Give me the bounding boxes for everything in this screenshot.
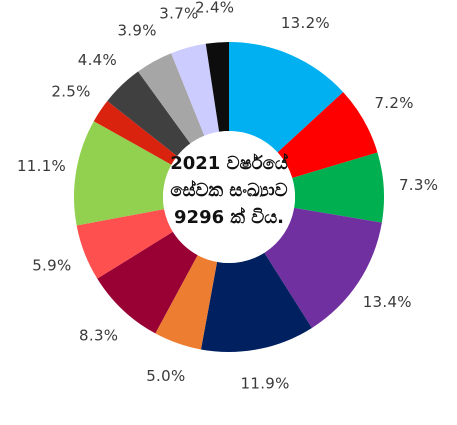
slice-percent-label: 4.4%: [78, 51, 117, 69]
donut-slice: [277, 92, 378, 179]
slice-percent-label: 11.1%: [17, 157, 66, 175]
donut-slice: [97, 231, 198, 334]
donut-slice: [229, 42, 344, 153]
slice-percent-label: 5.9%: [32, 257, 71, 275]
center-text-line-3: 9296 ක් විය.: [174, 206, 284, 228]
donut-slice: [74, 121, 172, 226]
donut-slice: [171, 43, 220, 136]
slice-percent-label: 7.3%: [399, 176, 438, 194]
slice-percent-label: 3.7%: [159, 5, 198, 23]
donut-slice: [292, 152, 384, 223]
slice-percent-label: 7.2%: [374, 94, 413, 112]
center-text-line-1: 2021 වර්ෂයේ: [170, 152, 288, 174]
center-text-line-2: සේවක සංඛ්‍යාව: [170, 179, 287, 201]
slice-percent-label: 13.4%: [363, 293, 412, 311]
slice-percent-label: 13.2%: [281, 14, 330, 32]
slice-percent-label: 2.4%: [195, 0, 234, 17]
donut-slice: [93, 101, 178, 165]
donut-slice: [76, 209, 173, 279]
slice-percent-label: 5.0%: [146, 367, 185, 385]
donut-slice: [138, 53, 205, 144]
donut-slice: [205, 42, 229, 132]
slice-percent-label: 2.5%: [51, 82, 90, 100]
donut-slice: [155, 255, 218, 350]
donut-slice: [200, 252, 312, 352]
donut-hole: [163, 131, 295, 263]
labels-group: 13.2% 7.2% 7.3% 13.4% 11.9% 5.0% 8.3% 5.9% 11.1%…: [17, 0, 438, 393]
donut-slice: [107, 71, 191, 157]
slice-percent-label: 11.9%: [241, 375, 290, 393]
slice-percent-label: 3.9%: [117, 22, 156, 40]
slices-group: [74, 42, 384, 352]
donut-slice: [264, 207, 382, 328]
slice-percent-label: 8.3%: [79, 326, 118, 344]
